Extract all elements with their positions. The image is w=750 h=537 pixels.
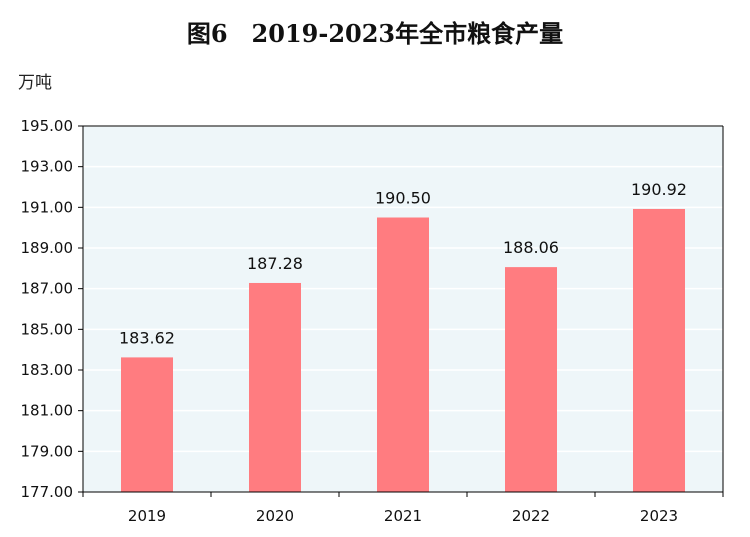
y-tick-label: 187.00 xyxy=(21,280,74,298)
y-tick-label: 177.00 xyxy=(21,483,74,501)
y-tick-label: 191.00 xyxy=(21,198,74,216)
x-tick-label-2019: 2019 xyxy=(128,507,166,525)
bar-2023 xyxy=(633,208,685,492)
chart-title: 图6 2019-2023年全市粮食产量 xyxy=(186,19,564,48)
y-tick-label: 189.00 xyxy=(21,239,74,257)
y-tick-label: 193.00 xyxy=(21,158,74,176)
y-tick-label: 179.00 xyxy=(21,442,74,460)
x-tick-label-2020: 2020 xyxy=(256,507,294,525)
y-tick-label: 183.00 xyxy=(21,361,74,379)
data-label-2020: 187.28 xyxy=(247,254,303,273)
x-tick-label-2023: 2023 xyxy=(640,507,678,525)
y-tick-label: 181.00 xyxy=(21,402,74,420)
bar-2019 xyxy=(121,357,173,492)
y-tick-label: 185.00 xyxy=(21,320,74,338)
data-label-2021: 190.50 xyxy=(375,189,431,208)
bar-2021 xyxy=(377,217,429,492)
x-tick-label-2021: 2021 xyxy=(384,507,422,525)
y-tick-label: 195.00 xyxy=(21,117,74,135)
bar-2022 xyxy=(505,267,557,492)
y-axis-unit-label: 万吨 xyxy=(18,73,52,93)
x-tick-label-2022: 2022 xyxy=(512,507,550,525)
bar-2020 xyxy=(249,282,301,492)
data-label-2022: 188.06 xyxy=(503,238,559,257)
data-label-2023: 190.92 xyxy=(631,180,687,199)
data-label-2019: 183.62 xyxy=(119,328,175,347)
